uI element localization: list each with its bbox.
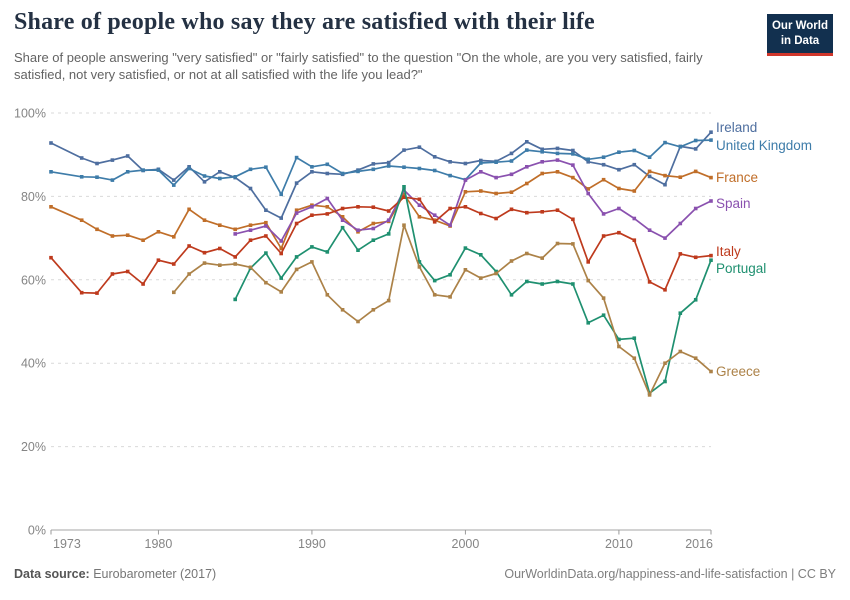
credit-link[interactable]: OurWorldinData.org/happiness-and-life-sa… bbox=[504, 567, 836, 581]
x-tick-label-1990: 1990 bbox=[298, 537, 326, 551]
y-tick-label-40: 40% bbox=[21, 357, 46, 371]
series-markers-spain bbox=[233, 158, 713, 243]
data-source-label: Data source: bbox=[14, 567, 90, 581]
series-line-portugal[interactable] bbox=[234, 185, 712, 395]
page-title: Share of people who say they are satisfi… bbox=[14, 9, 595, 35]
x-tick-label-2016: 2016 bbox=[685, 537, 713, 551]
series-line-ireland[interactable] bbox=[50, 131, 712, 219]
data-source: Data source: Eurobarometer (2017) bbox=[14, 567, 216, 581]
y-tick-label-80: 80% bbox=[21, 190, 46, 204]
y-tick-label-60: 60% bbox=[21, 273, 46, 287]
x-tick-label-1980: 1980 bbox=[145, 537, 173, 551]
series-label-portugal[interactable]: Portugal bbox=[716, 261, 766, 276]
series-line-greece[interactable] bbox=[172, 224, 712, 396]
chart-subtitle: Share of people answering "very satisfie… bbox=[14, 50, 703, 82]
x-tick-label-2000: 2000 bbox=[452, 537, 480, 551]
series-label-greece[interactable]: Greece bbox=[716, 364, 760, 379]
series-label-united-kingdom[interactable]: United Kingdom bbox=[716, 138, 812, 153]
series-markers-ireland bbox=[49, 130, 713, 220]
series-markers-united-kingdom bbox=[49, 138, 713, 197]
series-markers-portugal bbox=[233, 185, 713, 395]
series-markers-greece bbox=[172, 223, 713, 397]
x-tick-label-1973: 1973 bbox=[53, 537, 81, 551]
logo-line1: Our World bbox=[771, 20, 828, 32]
logo-line2: in Data bbox=[780, 34, 820, 47]
y-tick-label-100: 100% bbox=[14, 107, 46, 121]
y-tick-label-20: 20% bbox=[21, 440, 46, 454]
owid-logo[interactable]: Our World in Data bbox=[767, 14, 833, 56]
data-source-value: Eurobarometer (2017) bbox=[89, 567, 217, 581]
series-markers-france bbox=[49, 169, 713, 251]
series-line-spain[interactable] bbox=[234, 159, 712, 242]
x-tick-label-2010: 2010 bbox=[605, 537, 633, 551]
y-tick-label-0: 0% bbox=[28, 524, 46, 538]
series-label-spain[interactable]: Spain bbox=[716, 196, 751, 211]
series-label-italy[interactable]: Italy bbox=[716, 244, 741, 259]
series-markers-italy bbox=[49, 195, 713, 295]
series-label-france[interactable]: France bbox=[716, 170, 758, 185]
series-label-ireland[interactable]: Ireland bbox=[716, 120, 757, 135]
